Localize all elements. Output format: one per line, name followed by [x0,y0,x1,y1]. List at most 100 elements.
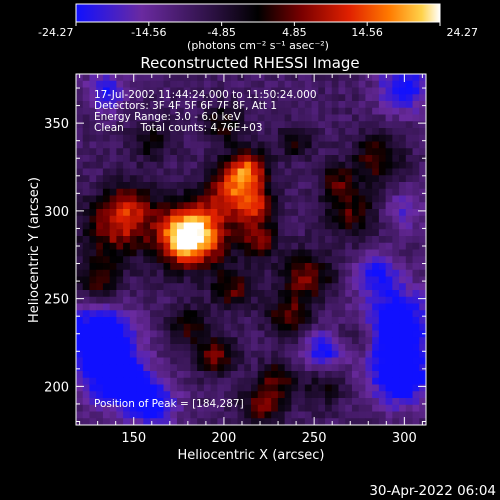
heatmap-cell [203,74,212,82]
heatmap-cell [304,323,312,331]
heatmap-cell [331,148,339,156]
heatmap-cell [345,195,353,203]
heatmap-cell [264,296,272,304]
heatmap-cell [331,87,339,95]
heatmap-cell [291,371,299,379]
heatmap-cell [392,411,400,419]
heatmap-cell [116,371,124,379]
heatmap-cell [190,80,198,88]
heatmap-cell [237,114,245,122]
heatmap-cell [298,263,306,271]
heatmap-cell [224,182,232,190]
heatmap-cell [345,310,353,318]
heatmap-cell [345,371,353,379]
heatmap-cell [163,175,171,183]
heatmap-cell [298,87,306,95]
heatmap-cell [109,337,117,345]
heatmap-cell [338,317,346,325]
heatmap-cell [385,249,393,257]
heatmap-cell [351,114,360,122]
heatmap-cell [378,134,387,142]
heatmap-cell [143,175,151,183]
heatmap-cell [378,148,387,156]
heatmap-cell [277,256,286,264]
heatmap-cell [170,188,178,196]
heatmap-cell [351,377,360,385]
heatmap-cell [123,209,131,217]
heatmap-cell [170,175,178,183]
heatmap-cell [190,175,198,183]
heatmap-cell [89,94,97,102]
heatmap-cell [412,323,420,331]
heatmap-cell [311,377,319,385]
heatmap-cell [365,222,373,230]
heatmap-cell [123,411,131,419]
heatmap-cell [338,371,346,379]
heatmap-cell [217,398,225,406]
heatmap-cell [351,391,360,399]
heatmap-cell [82,310,90,318]
heatmap-cell [338,121,346,129]
heatmap-cell [311,323,319,331]
heatmap-cell [365,371,373,379]
heatmap-cell [298,121,306,129]
heatmap-cell [190,202,198,210]
heatmap-cell [318,317,326,325]
heatmap-cell [338,195,346,203]
heatmap-cell [89,87,97,95]
heatmap-cell [150,337,158,345]
heatmap-cell [338,269,346,277]
heatmap-cell [102,229,111,237]
heatmap-cell [399,236,407,244]
heatmap-cell [405,317,413,325]
heatmap-cell [385,188,393,196]
heatmap-cell [358,114,366,122]
heatmap-cell [136,317,144,325]
heatmap-cell [399,107,407,115]
heatmap-cell [96,229,104,237]
heatmap-cell [237,350,245,358]
heatmap-cell [129,377,137,385]
heatmap-cell [277,411,286,419]
heatmap-cell [419,323,427,331]
heatmap-cell [109,290,117,298]
heatmap-cell [76,188,84,196]
heatmap-cell [251,310,259,318]
heatmap-cell [96,249,104,257]
heatmap-cell [136,107,144,115]
heatmap-cell [365,114,373,122]
heatmap-cell [271,384,279,392]
heatmap-cell [203,141,212,149]
heatmap-cell [405,236,413,244]
heatmap-cell [150,377,158,385]
heatmap-cell [109,391,117,399]
heatmap-cell [392,141,400,149]
heatmap-cell [298,182,306,190]
heatmap-cell [405,155,413,163]
heatmap-cell [419,87,427,95]
heatmap-cell [136,256,144,264]
heatmap-cell [331,418,339,426]
heatmap-cell [102,94,111,102]
heatmap-cell [129,398,137,406]
heatmap-cell [217,283,225,291]
heatmap-cell [76,148,84,156]
heatmap-cell [345,209,353,217]
heatmap-cell [170,418,178,426]
heatmap-cell [197,94,205,102]
heatmap-cell [203,195,212,203]
heatmap-cell [89,175,97,183]
heatmap-cell [163,350,171,358]
heatmap-cell [123,236,131,244]
heatmap-cell [311,371,319,379]
heatmap-cell [237,188,245,196]
heatmap-cell [176,344,185,352]
heatmap-cell [190,256,198,264]
heatmap-cell [190,357,198,365]
heatmap-cell [271,418,279,426]
heatmap-cell [385,303,393,311]
heatmap-cell [298,411,306,419]
heatmap-cell [345,101,353,109]
heatmap-cell [210,364,218,372]
heatmap-cell [96,290,104,298]
